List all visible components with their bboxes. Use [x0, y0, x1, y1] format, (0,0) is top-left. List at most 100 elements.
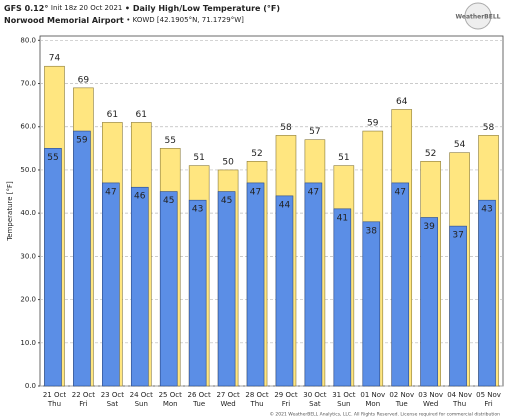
high-label: 59: [367, 119, 379, 129]
x-tick-label: 04 Nov: [447, 391, 472, 399]
logo: WeatherBELL: [455, 14, 500, 21]
y-tick-label: 20.0: [20, 296, 36, 304]
x-tick-label: 28 Oct: [245, 391, 268, 399]
low-label: 37: [452, 231, 463, 241]
chart-title: • Daily High/Low Temperature (°F): [125, 4, 280, 13]
init: Init 18z 20 Oct 2021: [51, 4, 123, 12]
low-label: 45: [163, 196, 174, 206]
x-tick-weekday: Tue: [192, 400, 205, 408]
x-tick-label: 02 Nov: [389, 391, 414, 399]
y-tick-label: 80.0: [20, 36, 36, 44]
high-label: 64: [396, 97, 408, 107]
footer: © 2021 WeatherBELL Analytics, LLC. All R…: [269, 411, 500, 418]
low-bar: [102, 182, 120, 387]
low-label: 47: [250, 187, 261, 197]
high-label: 54: [454, 140, 466, 150]
x-tick-label: 29 Oct: [274, 391, 297, 399]
x-tick-weekday: Fri: [79, 400, 87, 408]
high-label: 52: [425, 149, 436, 159]
y-axis-label: Temperature [°F]: [6, 181, 14, 242]
y-tick-label: 10.0: [20, 339, 36, 347]
low-bar: [362, 221, 381, 387]
x-tick-weekday: Mon: [163, 400, 178, 408]
x-tick-label: 31 Oct: [332, 391, 355, 399]
low-label: 59: [76, 136, 88, 146]
low-bar: [449, 225, 467, 387]
low-bar: [159, 191, 178, 387]
location: Norwood Memorial Airport: [4, 16, 124, 25]
high-label: 74: [49, 54, 61, 64]
x-tick-weekday: Thu: [452, 400, 466, 408]
high-label: 69: [78, 75, 90, 85]
header-line-2: Norwood Memorial Airport • KOWD [42.1905…: [4, 16, 244, 25]
high-label: 58: [280, 123, 292, 133]
low-bar: [44, 148, 62, 387]
low-label: 38: [366, 226, 378, 236]
x-tick-weekday: Fri: [484, 400, 492, 408]
high-label: 61: [107, 110, 118, 120]
x-tick-weekday: Sun: [135, 400, 148, 408]
high-label: 58: [483, 123, 495, 133]
low-label: 44: [279, 200, 291, 210]
x-tick-weekday: Fri: [282, 400, 290, 408]
station: • KOWD [42.1905°N, 71.1729°W]: [126, 16, 244, 24]
model: GFS 0.12°: [4, 4, 48, 13]
low-bar: [275, 195, 294, 387]
x-tick-weekday: Tue: [395, 400, 408, 408]
high-label: 55: [164, 136, 175, 146]
x-tick-weekday: Mon: [365, 400, 380, 408]
y-tick-label: 60.0: [20, 123, 36, 131]
high-label: 51: [338, 153, 349, 163]
x-tick-label: 21 Oct: [43, 391, 66, 399]
x-tick-weekday: Thu: [249, 400, 263, 408]
x-tick-label: 30 Oct: [303, 391, 326, 399]
y-tick-label: 0.0: [25, 382, 36, 390]
x-tick-label: 25 Oct: [159, 391, 182, 399]
x-tick-weekday: Thu: [47, 400, 61, 408]
y-tick-label: 30.0: [20, 252, 36, 260]
x-tick-label: 03 Nov: [418, 391, 443, 399]
low-label: 43: [481, 205, 492, 215]
x-tick-weekday: Wed: [423, 400, 438, 408]
low-label: 55: [47, 153, 58, 163]
low-bar: [246, 182, 265, 387]
high-label: 61: [136, 110, 147, 120]
low-bar: [304, 182, 323, 387]
x-tick-label: 22 Oct: [72, 391, 95, 399]
x-tick-label: 27 Oct: [216, 391, 239, 399]
low-label: 47: [394, 187, 405, 197]
high-label: 57: [309, 127, 320, 137]
x-tick-weekday: Sat: [309, 400, 321, 408]
low-label: 39: [423, 222, 435, 232]
y-tick-label: 70.0: [20, 80, 36, 88]
header-line-1: GFS 0.12° Init 18z 20 Oct 2021 • Daily H…: [4, 4, 280, 13]
low-bar: [391, 182, 410, 387]
y-tick-label: 50.0: [20, 166, 36, 174]
high-label: 50: [222, 157, 234, 167]
low-bar: [130, 186, 149, 387]
low-bar: [217, 191, 236, 387]
x-tick-weekday: Sun: [337, 400, 350, 408]
high-label: 52: [251, 149, 262, 159]
x-tick-label: 01 Nov: [360, 391, 385, 399]
low-bar: [188, 199, 207, 387]
x-tick-weekday: Wed: [220, 400, 235, 408]
low-label: 47: [308, 187, 319, 197]
low-label: 45: [221, 196, 232, 206]
low-label: 46: [134, 192, 146, 202]
x-tick-label: 05 Nov: [476, 391, 501, 399]
low-bar: [478, 199, 496, 387]
low-bar: [420, 217, 438, 387]
x-tick-label: 24 Oct: [130, 391, 153, 399]
low-bar: [333, 208, 352, 387]
x-tick-label: 26 Oct: [188, 391, 211, 399]
x-tick-label: 23 Oct: [101, 391, 124, 399]
x-tick-weekday: Sat: [107, 400, 119, 408]
high-label: 51: [193, 153, 204, 163]
y-tick-label: 40.0: [20, 209, 36, 217]
low-bar: [73, 130, 91, 387]
low-label: 47: [105, 187, 116, 197]
low-label: 43: [192, 205, 203, 215]
